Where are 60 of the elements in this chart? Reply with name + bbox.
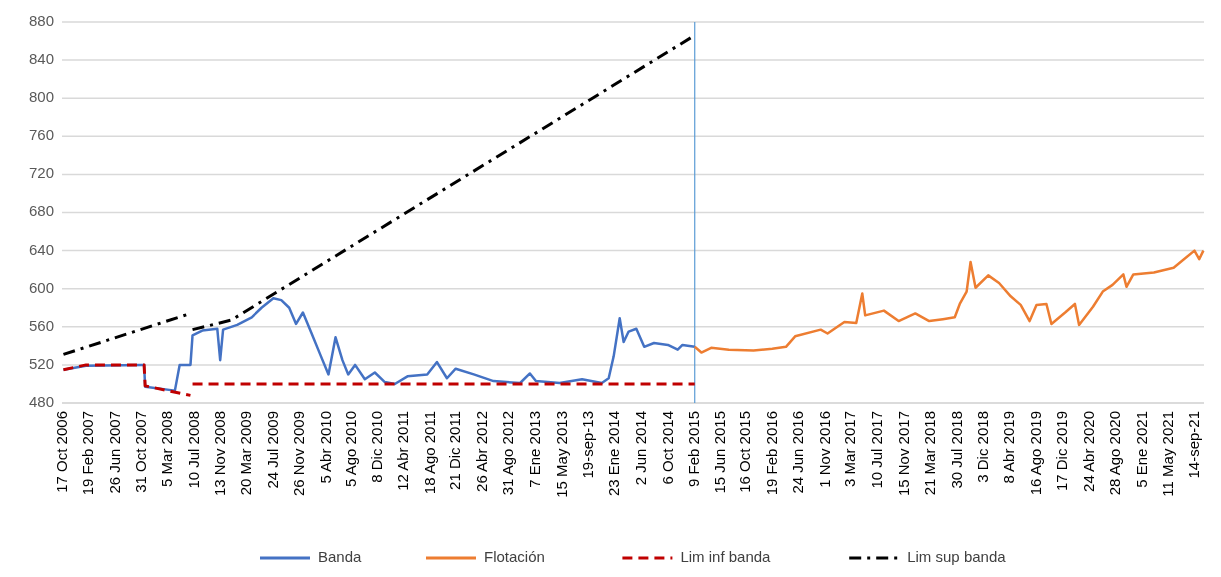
- x-tick-label: 16 Oct 2015: [736, 411, 754, 493]
- x-tick-label: 12 Abr 2011: [393, 411, 411, 491]
- y-tick-label: 600: [28, 278, 54, 296]
- x-tick-label: 24 Abr 2020: [1079, 411, 1097, 492]
- x-tick-label: 31 Oct 2007: [132, 411, 150, 493]
- x-tick-label: 30 Jul 2018: [948, 411, 966, 489]
- x-tick-label: 15 Jun 2015: [710, 411, 728, 494]
- x-tick-label: 17 Dic 2019: [1053, 411, 1071, 492]
- x-tick-label: 20 Mar 2009: [237, 411, 255, 496]
- x-tick-label: 26 Nov 2009: [289, 411, 307, 497]
- x-tick-label: 2 Jun 2014: [632, 411, 650, 486]
- x-tick-label: 8 Abr 2019: [1000, 411, 1018, 484]
- legend-label: Lim sup banda: [907, 547, 1007, 565]
- y-tick-label: 800: [28, 88, 54, 106]
- x-tick-label: 9 Feb 2015: [684, 411, 702, 487]
- x-tick-label: 24 Jun 2016: [788, 411, 806, 494]
- x-tick-label: 21 Dic 2011: [446, 411, 464, 490]
- x-tick-label: 5 Ago 2010: [341, 411, 359, 487]
- x-tick-label: 24 Jul 2009: [263, 411, 281, 489]
- y-tick-label: 680: [28, 202, 54, 220]
- x-tick-label: 21 Mar 2018: [920, 411, 938, 496]
- x-tick-label: 26 Abr 2012: [472, 411, 490, 492]
- x-tick-label: 18 Ago 2011: [420, 411, 438, 495]
- line-series: [693, 249, 1205, 354]
- x-tick-label: 5 Mar 2008: [158, 411, 176, 487]
- x-tick-label: 8 Dic 2010: [367, 411, 385, 483]
- legend-label: Lim inf banda: [680, 547, 772, 565]
- x-tick-label: 3 Mar 2017: [841, 411, 859, 487]
- y-tick-label: 560: [28, 316, 54, 334]
- y-tick-label: 640: [28, 240, 54, 258]
- x-tick-label: 28 Ago 2020: [1106, 411, 1124, 496]
- x-tick-label: 10 Jul 2008: [184, 411, 202, 489]
- y-tick-label: 880: [28, 11, 54, 29]
- x-tick-label: 19-sep-13: [579, 411, 597, 479]
- x-tick-label: 11 May 2021: [1159, 411, 1177, 497]
- x-tick-label: 31 Ago 2012: [499, 411, 517, 496]
- x-tick-label: 23 Ene 2014: [605, 411, 623, 497]
- y-tick-label: 520: [28, 354, 54, 372]
- x-tick-label: 10 Jul 2017: [868, 411, 886, 489]
- x-tick-label: 7 Ene 2013: [526, 411, 544, 488]
- x-tick-label: 16 Ago 2019: [1027, 411, 1045, 496]
- x-tick-label: 14-sep-21: [1185, 411, 1203, 479]
- legend-label: Banda: [318, 547, 363, 565]
- y-tick-label: 720: [28, 164, 54, 182]
- x-tick-label: 17 Oct 2006: [53, 411, 71, 493]
- x-tick-label: 19 Feb 2007: [79, 411, 97, 496]
- x-tick-label: 3 Dic 2018: [974, 411, 992, 483]
- legend-label: Flotación: [484, 547, 545, 565]
- x-tick-label: 5 Ene 2021: [1133, 411, 1151, 488]
- x-tick-label: 6 Oct 2014: [658, 411, 676, 485]
- x-tick-label: 15 Nov 2017: [894, 411, 912, 497]
- x-tick-label: 1 Nov 2016: [815, 411, 833, 488]
- x-tick-label: 15 May 2013: [552, 411, 570, 498]
- x-tick-label: 19 Feb 2016: [762, 411, 780, 496]
- y-tick-label: 480: [28, 392, 54, 410]
- y-tick-label: 840: [28, 50, 54, 68]
- x-tick-label: 5 Abr 2010: [316, 411, 334, 484]
- y-tick-label: 760: [28, 126, 54, 144]
- x-tick-label: 26 Jun 2007: [105, 411, 123, 494]
- x-tick-label: 13 Nov 2008: [210, 411, 228, 497]
